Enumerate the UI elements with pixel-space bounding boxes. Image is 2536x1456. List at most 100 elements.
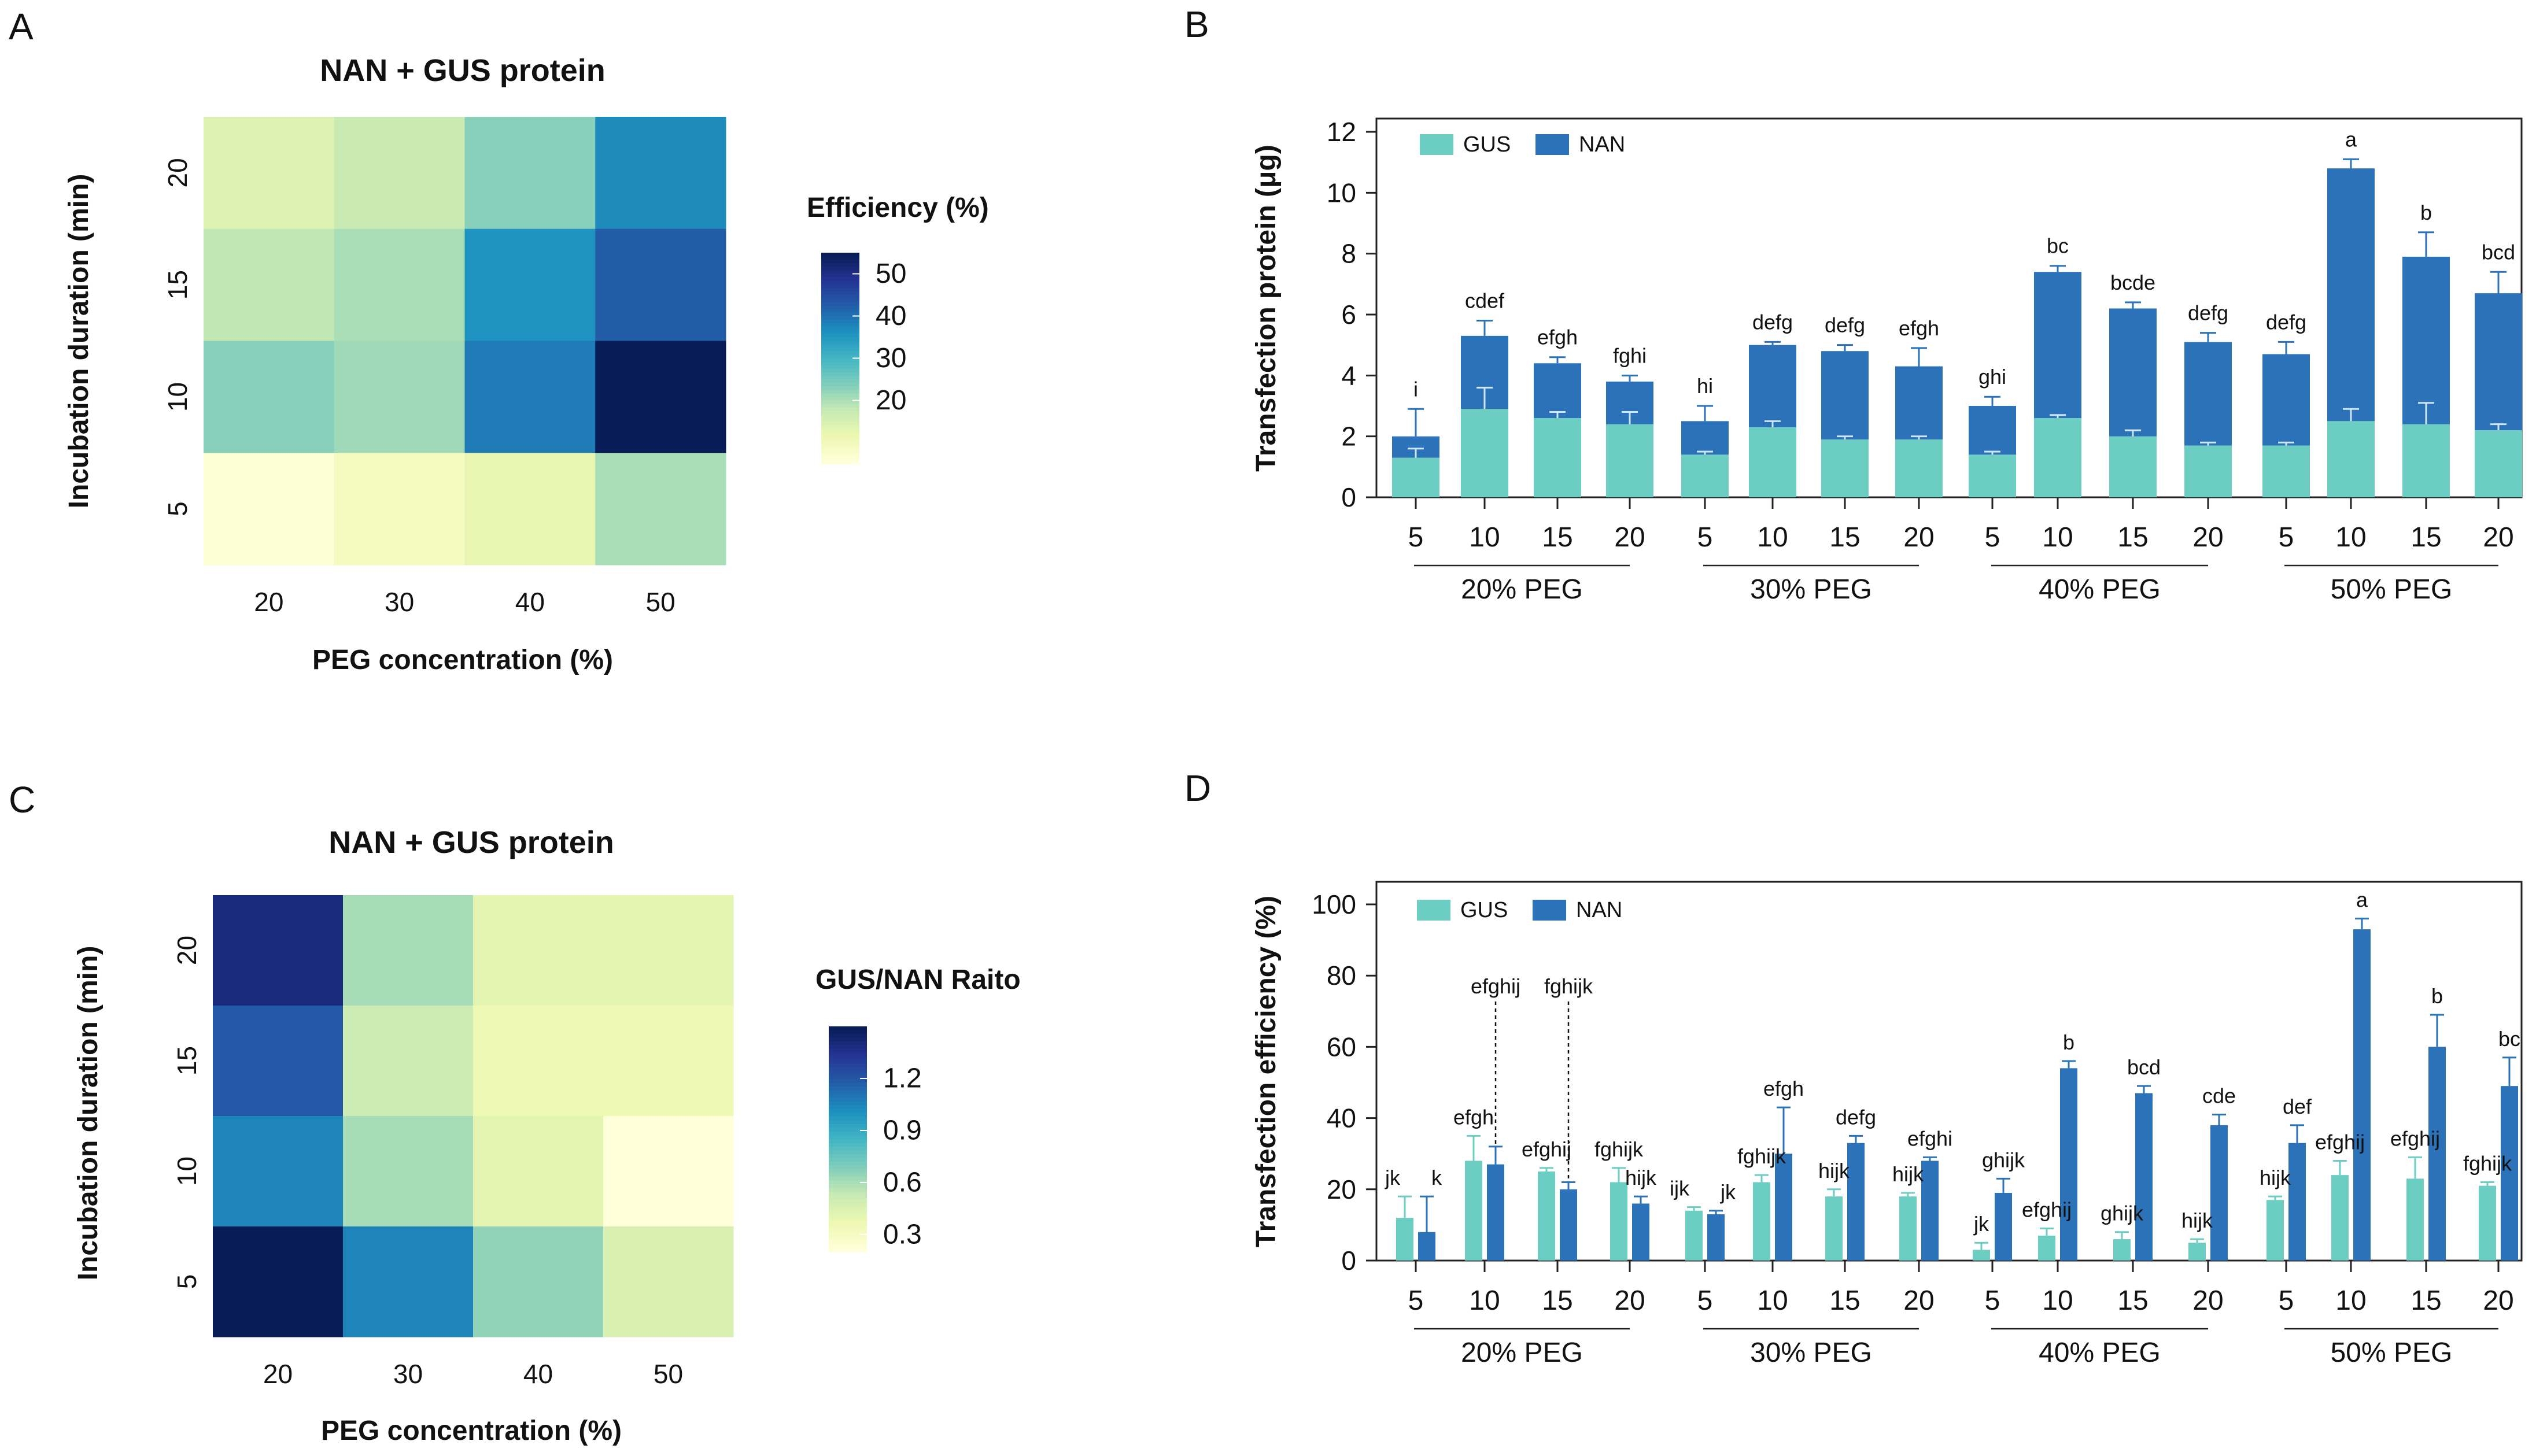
x-tick-label: 5 xyxy=(2279,1285,2294,1316)
gus-bar xyxy=(1753,1182,1770,1261)
colorbar-segment xyxy=(821,442,859,447)
y-tick-label: 60 xyxy=(1327,1032,1356,1062)
colorbar-segment xyxy=(829,1041,867,1046)
significance-letter: ghi xyxy=(1978,365,2006,389)
nan-bar xyxy=(1921,1161,1939,1261)
x-tick-label: 40 xyxy=(523,1359,553,1389)
heatmap-cell xyxy=(464,228,596,341)
y-tick-label: 15 xyxy=(163,270,193,300)
colorbar-segment xyxy=(821,287,859,292)
group-label: 30% PEG xyxy=(1750,1337,1872,1368)
colorbar-segment xyxy=(821,460,859,464)
nan-significance-letter: k xyxy=(1431,1166,1442,1189)
colorbar-segment xyxy=(829,1075,867,1080)
colorbar-segment xyxy=(821,344,859,349)
gus-bar xyxy=(2262,445,2310,497)
heatmap-cell xyxy=(603,1226,734,1337)
colorbar-segment xyxy=(829,1237,867,1241)
colorbar-tick-label: 50 xyxy=(876,258,906,289)
colorbar-segment xyxy=(829,1120,867,1125)
colorbar-segment xyxy=(821,337,859,341)
heatmap-a-title: NAN + GUS protein xyxy=(320,53,606,88)
gus-significance-letter: efghij xyxy=(2315,1130,2365,1154)
heatmap-cell xyxy=(603,1006,734,1117)
nan-significance-letter: efgh xyxy=(1763,1077,1804,1100)
x-tick-label: 20 xyxy=(2192,1285,2223,1316)
heatmap-cell xyxy=(343,895,474,1006)
colorbar-segment xyxy=(829,1026,867,1031)
colorbar-segment xyxy=(829,1102,867,1106)
significance-letter: efgh xyxy=(1537,326,1578,349)
colorbar-segment xyxy=(821,414,859,419)
nan-bar xyxy=(1418,1232,1435,1261)
colorbar-segment xyxy=(829,1082,867,1087)
gus-bar xyxy=(1465,1161,1482,1261)
colorbar-segment xyxy=(829,1203,867,1207)
heatmap-cell xyxy=(213,1226,344,1337)
y-tick-label: 100 xyxy=(1312,889,1356,919)
y-tick-label: 5 xyxy=(172,1274,202,1289)
heatmap-cell xyxy=(334,453,465,566)
nan-significance-letter: hijk xyxy=(1625,1166,1657,1189)
colorbar-segment xyxy=(821,354,859,359)
colorbar-segment xyxy=(821,417,859,422)
colorbar-segment xyxy=(821,351,859,356)
x-tick-label: 10 xyxy=(2042,522,2073,553)
gus-bar xyxy=(1821,439,1869,497)
colorbar-segment xyxy=(829,1113,867,1117)
colorbar-segment xyxy=(829,1056,867,1061)
nan-significance-letter: bcd xyxy=(2127,1055,2161,1079)
colorbar-segment xyxy=(821,393,859,398)
colorbar-segment xyxy=(829,1210,867,1215)
y-tick-label: 10 xyxy=(163,382,193,412)
colorbar-segment xyxy=(829,1169,867,1174)
heatmap-cell xyxy=(595,228,726,341)
group-label: 20% PEG xyxy=(1461,1337,1583,1368)
bar-chart-panel-d: 0 20 40 60 80 100 5 10 15 20 5 10 15 20 5 10 15 20 5 10 15 20… xyxy=(1251,881,2523,1368)
gus-significance-letter: fghijk xyxy=(2463,1151,2512,1175)
heatmap-cell xyxy=(473,1226,604,1337)
x-tick-label: 15 xyxy=(1829,522,1860,553)
x-tick-label: 30 xyxy=(393,1359,423,1389)
heatmap-cell xyxy=(213,1116,344,1227)
colorbar-segment xyxy=(821,439,859,444)
nan-bar xyxy=(2327,168,2375,422)
bar-chart-panel-b: 0 2 4 6 8 10 12 5 10 15 20 5 10 15 20 5 10 15 20 5 10 15 20 20%… xyxy=(1251,117,2523,605)
y-tick-label: 10 xyxy=(1327,178,1356,208)
x-tick-label: 20 xyxy=(1903,522,1934,553)
x-tick-label: 5 xyxy=(1408,522,1424,553)
significance-letter: hi xyxy=(1697,374,1713,398)
colorbar-segment xyxy=(821,348,859,352)
gus-bar xyxy=(2479,1185,2496,1261)
x-tick-label: 15 xyxy=(1542,1285,1572,1316)
gus-bar xyxy=(1538,1172,1555,1261)
colorbar-segment xyxy=(829,1097,867,1102)
colorbar-tick-label: 0.9 xyxy=(883,1115,922,1146)
colorbar-segment xyxy=(829,1087,867,1091)
group-label: 20% PEG xyxy=(1461,574,1583,605)
x-tick-label: 10 xyxy=(1469,522,1500,553)
colorbar-segment xyxy=(821,274,859,278)
colorbar-segment xyxy=(821,270,859,275)
group-label: 30% PEG xyxy=(1750,574,1872,605)
heatmap-a-ylabel: Incubation duration (min) xyxy=(64,174,94,509)
x-tick-label: 15 xyxy=(1829,1285,1860,1316)
gus-bar xyxy=(1895,439,1943,497)
x-tick-label: 50 xyxy=(646,587,675,617)
plot-frame-d xyxy=(1375,881,2523,1262)
gus-significance-letter: jk xyxy=(1973,1212,1989,1236)
significance-letter: bcde xyxy=(2110,271,2155,294)
heatmap-cell xyxy=(473,1116,604,1227)
x-tick-label: 15 xyxy=(2117,1285,2148,1316)
colorbar-segment xyxy=(821,390,859,394)
colorbar-segment xyxy=(829,1132,867,1136)
x-tick-label: 5 xyxy=(2279,522,2294,553)
y-tick-label: 6 xyxy=(1341,300,1356,330)
nan-significance-letter: def xyxy=(2283,1095,2312,1118)
nan-bar xyxy=(2475,293,2522,431)
nan-bar xyxy=(1560,1189,1577,1261)
colorbar-segment xyxy=(821,260,859,264)
nan-bar xyxy=(1847,1143,1865,1261)
heatmap-panel-a: NAN + GUS protein 20 15 10 5 20 30 40 50 PEG c… xyxy=(64,53,989,675)
colorbar-segment xyxy=(829,1124,867,1129)
